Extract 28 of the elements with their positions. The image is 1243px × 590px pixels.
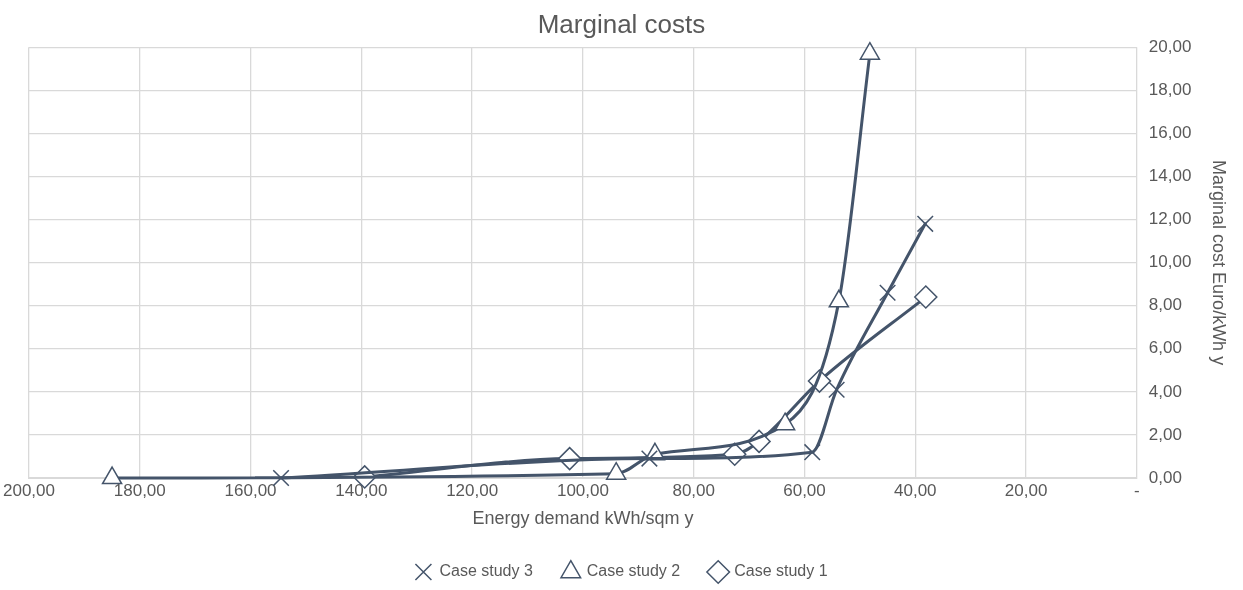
y-tick-label: 2,00 (1148, 424, 1182, 444)
legend-label: Case study 1 (734, 562, 828, 580)
x-tick-label: 160,00 (224, 480, 277, 500)
x-tick-label: 80,00 (672, 480, 715, 500)
x-tick-label: 140,00 (335, 480, 388, 500)
x-axis-title: Energy demand kWh/sqm y (472, 508, 694, 529)
y-tick-label: 18,00 (1148, 79, 1192, 99)
x-tick-label: 20,00 (1004, 480, 1048, 500)
y-tick-label: 20,00 (1148, 36, 1192, 56)
y-tick-label: 0,00 (1148, 467, 1182, 487)
x-tick-label: 200,00 (3, 480, 55, 500)
y-axis-title: Marginal cost Euro/kWh y (1209, 160, 1230, 366)
x-tick-label: 40,00 (894, 480, 937, 500)
y-tick-label: 14,00 (1148, 166, 1192, 186)
y-tick-label: 10,00 (1148, 252, 1192, 272)
legend-label: Case study 3 (439, 562, 533, 580)
x-tick-label: 180,00 (113, 480, 166, 500)
y-tick-label: 12,00 (1148, 209, 1192, 229)
chart-title: Marginal costs (537, 8, 706, 39)
x-tick-label: 100,00 (556, 480, 609, 500)
x-tick-label: - (1134, 480, 1140, 500)
x-tick-label: 120,00 (446, 480, 499, 500)
y-tick-label: 4,00 (1148, 381, 1182, 401)
y-tick-label: 16,00 (1148, 123, 1192, 143)
y-tick-label: 8,00 (1148, 295, 1182, 315)
legend-label: Case study 2 (586, 562, 681, 580)
x-tick-label: 60,00 (783, 480, 826, 500)
y-tick-label: 6,00 (1148, 338, 1182, 358)
